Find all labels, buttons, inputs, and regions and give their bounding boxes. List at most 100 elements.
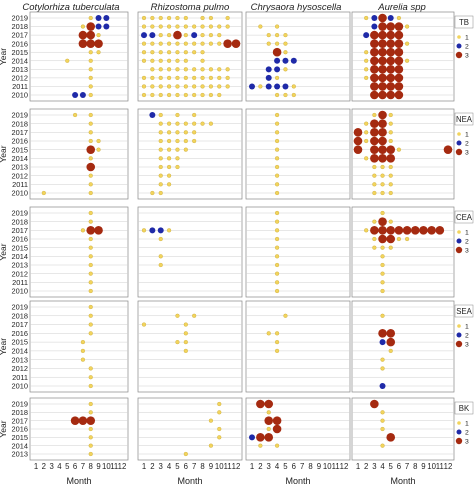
data-point xyxy=(88,375,93,380)
data-point xyxy=(208,24,214,29)
data-point xyxy=(394,47,404,57)
data-point xyxy=(175,138,180,144)
legend-bk: BK 1 2 3 xyxy=(454,401,474,446)
data-point xyxy=(371,23,378,30)
y-tick-label: 2012 xyxy=(12,269,28,278)
data-point xyxy=(380,164,385,170)
data-point xyxy=(141,92,147,98)
data-point xyxy=(141,41,147,46)
x-tick-label: 7 xyxy=(192,462,196,471)
legend-label: 3 xyxy=(465,53,469,60)
data-point xyxy=(88,58,93,63)
data-point xyxy=(274,219,280,224)
data-point xyxy=(70,416,80,425)
data-point xyxy=(88,280,93,285)
data-point xyxy=(158,164,163,170)
legend-label: 3 xyxy=(465,439,469,446)
data-point xyxy=(88,304,93,310)
data-point xyxy=(258,84,263,89)
data-point xyxy=(265,66,272,73)
data-point xyxy=(150,50,155,55)
data-point xyxy=(386,433,396,442)
data-point xyxy=(353,145,363,154)
data-point xyxy=(183,58,188,63)
data-point xyxy=(88,112,93,118)
data-point xyxy=(291,84,296,89)
data-point xyxy=(264,433,274,442)
data-point xyxy=(88,245,93,250)
data-point xyxy=(96,50,101,55)
data-point xyxy=(274,33,280,38)
data-point xyxy=(388,245,393,250)
x-tick-label: 2 xyxy=(150,462,154,471)
data-point xyxy=(372,190,377,196)
data-point xyxy=(183,24,188,29)
panel-cea-3 xyxy=(245,206,351,298)
data-point xyxy=(149,32,156,39)
data-point xyxy=(386,145,396,154)
y-axis-label: Year xyxy=(0,243,8,260)
data-point xyxy=(274,236,280,242)
y-axis-label: Year xyxy=(0,420,8,437)
panel-sea-3 xyxy=(245,300,351,393)
legend-tb: TB 1 2 3 xyxy=(454,15,474,60)
data-point xyxy=(217,33,222,38)
data-point xyxy=(274,156,280,161)
x-tick-label: 6 xyxy=(184,462,188,471)
species-titles: Cotylorhiza tuberculata Rhizostoma pulmo… xyxy=(22,2,425,13)
y-tick-label: 2012 xyxy=(12,171,28,180)
data-point xyxy=(80,340,86,345)
y-tick-label: 2014 xyxy=(12,252,28,261)
x-tick-label: 5 xyxy=(65,462,70,471)
data-point xyxy=(88,138,93,144)
x-tick-label: 11 xyxy=(224,462,232,471)
panel-frame xyxy=(29,108,129,200)
data-point xyxy=(274,147,280,152)
data-point xyxy=(175,340,180,345)
data-point xyxy=(175,164,180,170)
data-point xyxy=(88,219,93,224)
data-point xyxy=(386,47,396,57)
data-point xyxy=(150,92,155,98)
data-point xyxy=(380,357,385,362)
region-badge xyxy=(454,210,474,224)
data-point xyxy=(192,313,197,318)
data-point xyxy=(370,65,379,74)
legend-marker xyxy=(455,246,463,254)
data-point xyxy=(88,50,93,55)
data-point xyxy=(88,190,93,196)
x-tick-label: 2 xyxy=(258,462,262,471)
y-tick-label: 2011 xyxy=(12,180,28,189)
region-label: BK xyxy=(459,404,470,413)
data-point xyxy=(274,92,280,98)
data-point xyxy=(158,262,163,268)
data-point xyxy=(158,58,163,63)
region-badge xyxy=(454,15,474,29)
data-point xyxy=(378,217,387,226)
data-point xyxy=(386,82,396,91)
data-point xyxy=(88,435,93,440)
x-tick-label: 1 xyxy=(356,462,360,471)
data-point xyxy=(380,210,385,216)
data-point xyxy=(141,84,147,89)
x-tick-label: 12 xyxy=(340,462,349,471)
data-point xyxy=(370,399,379,409)
data-point xyxy=(41,190,46,196)
data-point xyxy=(166,50,172,55)
data-point xyxy=(166,156,172,161)
data-point xyxy=(166,138,172,144)
data-point xyxy=(265,74,272,81)
data-point xyxy=(380,313,385,318)
data-point xyxy=(208,92,214,98)
panel-frame xyxy=(351,300,455,393)
y-tick-label: 2015 xyxy=(12,48,28,57)
data-point xyxy=(141,24,147,29)
data-point xyxy=(166,58,172,63)
data-point xyxy=(396,147,402,152)
data-point xyxy=(166,15,172,21)
legend-marker xyxy=(457,230,461,234)
data-point xyxy=(166,92,172,98)
panel-nea-2 xyxy=(137,108,243,200)
data-point xyxy=(225,24,230,29)
